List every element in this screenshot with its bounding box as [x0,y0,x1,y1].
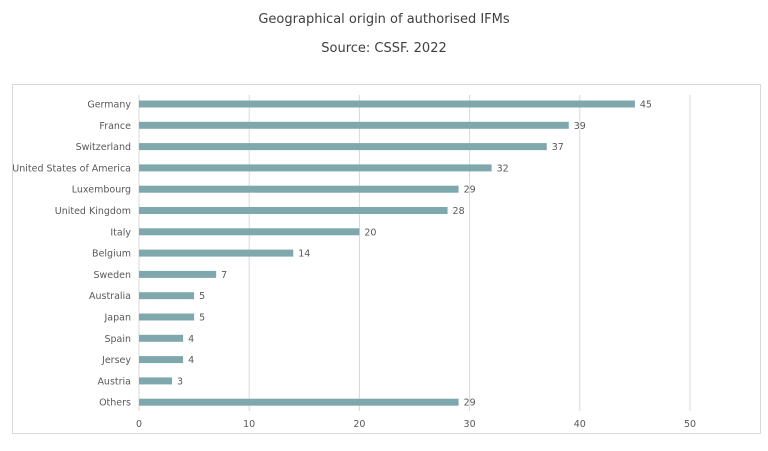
data-label: 37 [552,142,564,153]
bar [139,164,492,172]
x-tick-label: 0 [136,419,142,430]
x-tick-label: 20 [353,419,365,430]
plot-frame [12,84,761,434]
data-label: 7 [221,270,227,281]
category-label: France [99,121,131,132]
category-label: Germany [87,100,131,111]
data-label: 45 [640,100,652,111]
bar [139,313,195,321]
data-label: 14 [298,249,310,260]
data-label: 4 [188,355,194,366]
bar [139,270,217,278]
bar [139,185,459,193]
bar [139,377,173,385]
x-tick-label: 30 [464,419,476,430]
category-label: Spain [104,334,131,345]
category-label: Italy [110,227,131,238]
category-label: Switzerland [76,142,131,153]
category-label: Australia [89,291,131,302]
bar [139,207,448,214]
data-label: 39 [574,121,586,132]
data-label: 28 [453,206,465,217]
data-label: 29 [464,398,476,409]
x-tick-label: 50 [684,419,696,430]
bar [139,121,569,129]
category-label: Belgium [92,249,131,260]
bar [139,143,547,151]
x-tick-label: 10 [243,419,255,430]
category-label: Jersey [101,355,131,366]
bar [139,100,635,108]
chart-title: Geographical origin of authorised IFMs [258,12,510,27]
data-label: 29 [464,185,476,196]
category-label: Austria [97,376,131,387]
data-label: 20 [364,227,376,238]
data-label: 3 [177,376,183,387]
data-label: 4 [188,334,194,345]
bar [139,398,459,406]
bar [139,356,184,364]
data-label: 5 [199,291,205,302]
bar [139,334,184,342]
category-label: United Kingdom [55,206,131,217]
bar [139,292,195,300]
data-label: 32 [497,163,509,174]
x-tick-label: 40 [574,419,586,430]
bar [139,249,294,257]
category-label: Luxembourg [72,185,131,196]
category-label: Japan [104,313,132,324]
bar [139,228,360,236]
data-label: 5 [199,313,205,324]
category-label: United States of America [12,163,131,174]
category-label: Sweden [93,270,131,281]
chart-subtitle: Source: CSSF. 2022 [321,41,447,56]
category-label: Others [99,398,131,409]
